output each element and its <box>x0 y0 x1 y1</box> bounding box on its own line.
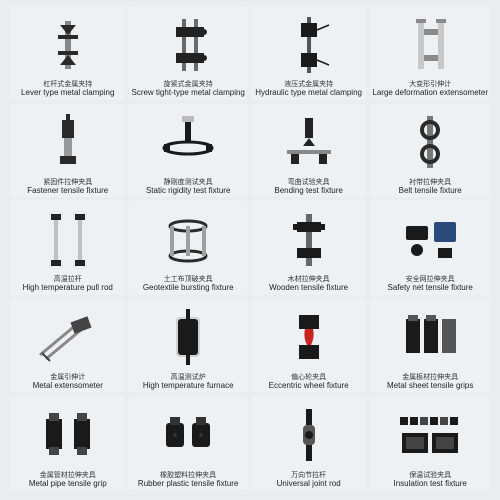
catalog-item: 木材拉伸夹具 Wooden tensile fixture <box>251 201 367 295</box>
label-en: Metal pipe tensile grip <box>29 480 107 488</box>
rubber-icon <box>131 398 244 471</box>
label-zh: 偏心轮夹具 <box>291 374 326 381</box>
label-en: Wooden tensile fixture <box>269 284 348 292</box>
bending-icon <box>253 106 365 179</box>
fastener-icon <box>12 106 123 179</box>
catalog-item: 杠杆式金属夹持 Lever type metal clamping <box>10 6 125 100</box>
catalog-item: 万向节拉杆 Universal joint rod <box>251 396 367 490</box>
label-zh: 金属板材拉伸夹具 <box>402 374 458 381</box>
catalog-item: 弯曲试验夹具 Bending test fixture <box>251 104 367 198</box>
label-zh: 高温测试炉 <box>171 374 206 381</box>
catalog-item: 土工布顶破夹具 Geotextile bursting fixture <box>129 201 246 295</box>
label-en: Safety net tensile fixture <box>387 284 472 292</box>
hydraulic-icon <box>253 8 365 81</box>
label-zh: 橡胶塑料拉伸夹具 <box>160 472 216 479</box>
belt-icon <box>372 106 488 179</box>
label-en: Insulation test fixture <box>394 480 467 488</box>
label-en: High temperature pull rod <box>23 284 113 292</box>
label-en: Static rigidity test fixture <box>146 187 230 195</box>
label-zh: 木材拉伸夹具 <box>288 276 330 283</box>
eccentric-icon <box>253 301 365 374</box>
label-zh: 杠杆式金属夹持 <box>43 81 92 88</box>
label-en: Belt tensile fixture <box>399 187 462 195</box>
label-en: Universal joint rod <box>277 480 341 488</box>
catalog-item: 液压式金属夹持 Hydraulic type metal clamping <box>251 6 367 100</box>
rigidity-icon <box>131 106 244 179</box>
label-en: Geotextile bursting fixture <box>143 284 234 292</box>
label-zh: 紧固件拉伸夹具 <box>43 179 92 186</box>
universal-icon <box>253 398 365 471</box>
label-zh: 弯曲试验夹具 <box>288 179 330 186</box>
fixture-catalog-grid: 杠杆式金属夹持 Lever type metal clamping 旋紧式金属夹… <box>10 6 490 490</box>
label-en: Lever type metal clamping <box>21 89 114 97</box>
label-zh: 高温拉杆 <box>54 276 82 283</box>
label-en: Screw tight-type metal clamping <box>131 89 244 97</box>
catalog-item: 高温测试炉 High temperature furnace <box>129 299 246 393</box>
label-zh: 安全网拉伸夹具 <box>406 276 455 283</box>
label-en: Rubber plastic tensile fixture <box>138 480 239 488</box>
catalog-item: 保温试验夹具 Insulation test fixture <box>370 396 490 490</box>
metal-ext-icon <box>12 301 123 374</box>
catalog-item: 大变形引伸计 Large deformation extensometer <box>370 6 490 100</box>
catalog-item: 金属引伸计 Metal extensometer <box>10 299 125 393</box>
label-zh: 大变形引伸计 <box>409 81 451 88</box>
catalog-item: 橡胶塑料拉伸夹具 Rubber plastic tensile fixture <box>129 396 246 490</box>
label-en: High temperature furnace <box>143 382 234 390</box>
catalog-item: 静刚度测试夹具 Static rigidity test fixture <box>129 104 246 198</box>
lever-clamp-icon <box>12 8 123 81</box>
bursting-icon <box>131 203 244 276</box>
label-zh: 旋紧式金属夹持 <box>164 81 213 88</box>
safety-net-icon <box>372 203 488 276</box>
catalog-item: 旋紧式金属夹持 Screw tight-type metal clamping <box>129 6 246 100</box>
screw-clamp-icon <box>131 8 244 81</box>
insulation-icon <box>372 398 488 471</box>
catalog-item: 衬带拉伸夹具 Belt tensile fixture <box>370 104 490 198</box>
catalog-item: 安全网拉伸夹具 Safety net tensile fixture <box>370 201 490 295</box>
extensometer-icon <box>372 8 488 81</box>
catalog-item: 金属管材拉伸夹具 Metal pipe tensile grip <box>10 396 125 490</box>
label-en: Fastener tensile fixture <box>27 187 108 195</box>
label-en: Eccentric wheel fixture <box>269 382 349 390</box>
label-zh: 万向节拉杆 <box>291 472 326 479</box>
catalog-item: 偏心轮夹具 Eccentric wheel fixture <box>251 299 367 393</box>
pullrod-icon <box>12 203 123 276</box>
sheet-grip-icon <box>372 301 488 374</box>
label-zh: 金属管材拉伸夹具 <box>40 472 96 479</box>
label-zh: 液压式金属夹持 <box>284 81 333 88</box>
label-en: Bending test fixture <box>274 187 342 195</box>
label-en: Metal sheet tensile grips <box>387 382 473 390</box>
label-zh: 静刚度测试夹具 <box>164 179 213 186</box>
catalog-item: 紧固件拉伸夹具 Fastener tensile fixture <box>10 104 125 198</box>
label-zh: 土工布顶破夹具 <box>164 276 213 283</box>
label-zh: 保温试验夹具 <box>409 472 451 479</box>
label-en: Large deformation extensometer <box>372 89 488 97</box>
catalog-item: 高温拉杆 High temperature pull rod <box>10 201 125 295</box>
pipe-grip-icon <box>12 398 123 471</box>
label-zh: 衬带拉伸夹具 <box>409 179 451 186</box>
label-en: Hydraulic type metal clamping <box>255 89 362 97</box>
label-en: Metal extensometer <box>33 382 103 390</box>
label-zh: 金属引伸计 <box>50 374 85 381</box>
catalog-item: 金属板材拉伸夹具 Metal sheet tensile grips <box>370 299 490 393</box>
furnace-icon <box>131 301 244 374</box>
wooden-icon <box>253 203 365 276</box>
